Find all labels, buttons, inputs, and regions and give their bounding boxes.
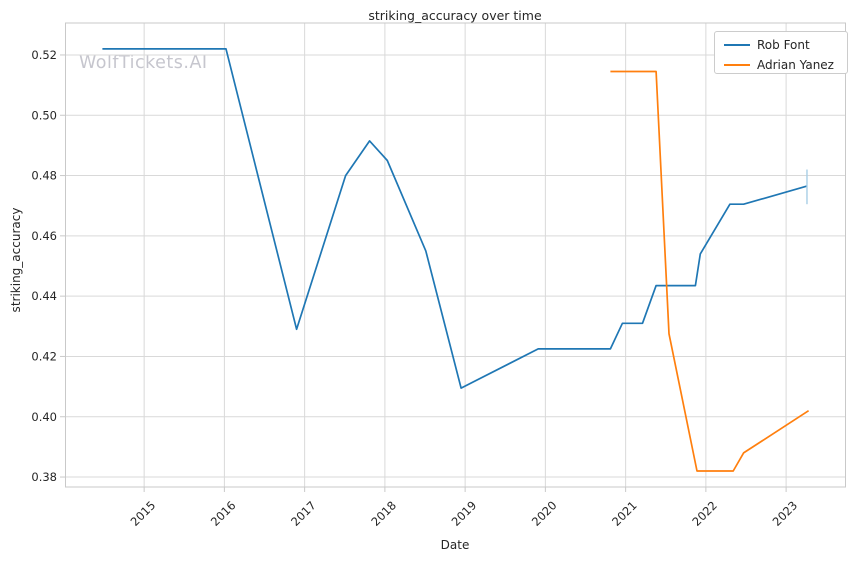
rob-font-line-swatch [724, 43, 750, 46]
y-tick-label: 0.50 [31, 108, 57, 122]
y-axis-label: striking_accuracy [9, 207, 23, 313]
y-tick-label: 0.44 [31, 289, 57, 303]
y-tick-label: 0.40 [31, 410, 57, 424]
adrian-yanez-line-swatch [724, 63, 750, 66]
x-tick-label: 2022 [689, 498, 720, 529]
legend-label-rob-font: Rob Font [757, 37, 810, 52]
y-tick-label: 0.42 [31, 349, 57, 363]
x-tick-label: 2018 [368, 498, 399, 529]
x-tick-label: 2015 [128, 498, 159, 529]
legend-item-rob-font: Rob Font [724, 36, 847, 53]
watermark: WolfTickets.AI [79, 53, 208, 73]
x-tick-label: 2019 [449, 498, 480, 529]
legend: Rob Font Adrian Yanez [714, 31, 848, 74]
chart-title: striking_accuracy over time [368, 8, 542, 23]
x-tick-label: 2020 [529, 498, 560, 529]
x-tick-label: 2023 [770, 498, 801, 529]
y-tick-label: 0.52 [31, 48, 57, 62]
y-tick-label: 0.48 [31, 169, 57, 183]
x-tick-label: 2016 [208, 498, 239, 529]
y-tick-label: 0.46 [31, 229, 57, 243]
x-tick-label: 2021 [609, 498, 640, 529]
legend-label-adrian-yanez: Adrian Yanez [757, 57, 834, 72]
x-axis-label: Date [440, 538, 470, 552]
legend-item-adrian-yanez: Adrian Yanez [724, 56, 847, 73]
y-tick-label: 0.38 [31, 470, 57, 484]
series-line-adrian-yanez [610, 70, 810, 472]
plot-border [65, 22, 846, 488]
series-line-rob-font [102, 48, 808, 389]
x-tick-label: 2017 [288, 498, 319, 529]
